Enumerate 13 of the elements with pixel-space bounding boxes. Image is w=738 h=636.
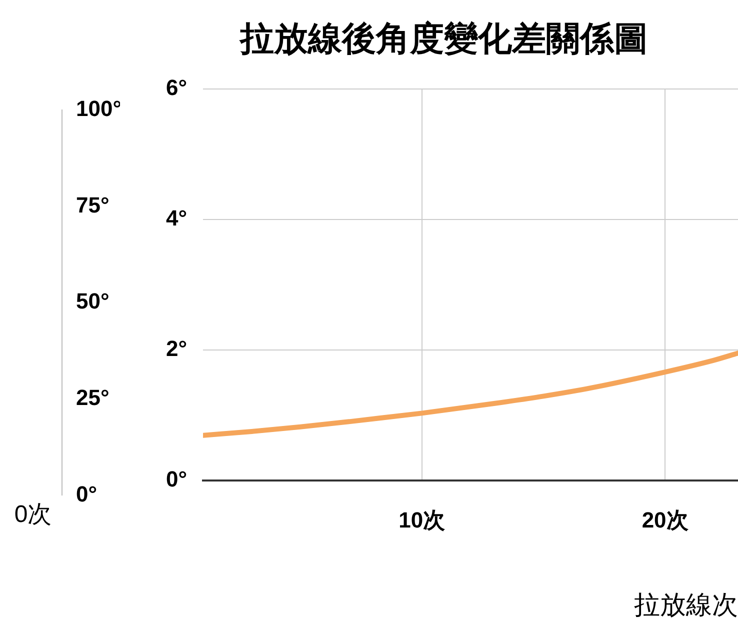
- y-tick-label: 75°: [76, 192, 110, 218]
- y-tick-label: 2°: [166, 336, 188, 361]
- y-tick-label: 25°: [76, 384, 110, 410]
- x-tick-label: 0次: [14, 501, 52, 528]
- chart-title: 拉放線後角度變化差關係圖: [239, 20, 648, 58]
- y-tick-label: 6°: [166, 74, 188, 100]
- y-tick-label: 50°: [76, 288, 110, 314]
- y-tick-label: 4°: [166, 205, 188, 230]
- y-tick-label: 0°: [166, 466, 188, 492]
- y-tick-label: 0°: [76, 481, 98, 506]
- x-tick-label: 10次: [398, 508, 446, 533]
- x-tick-label: 20次: [642, 508, 690, 533]
- x-axis-title: 拉放線次: [634, 590, 738, 620]
